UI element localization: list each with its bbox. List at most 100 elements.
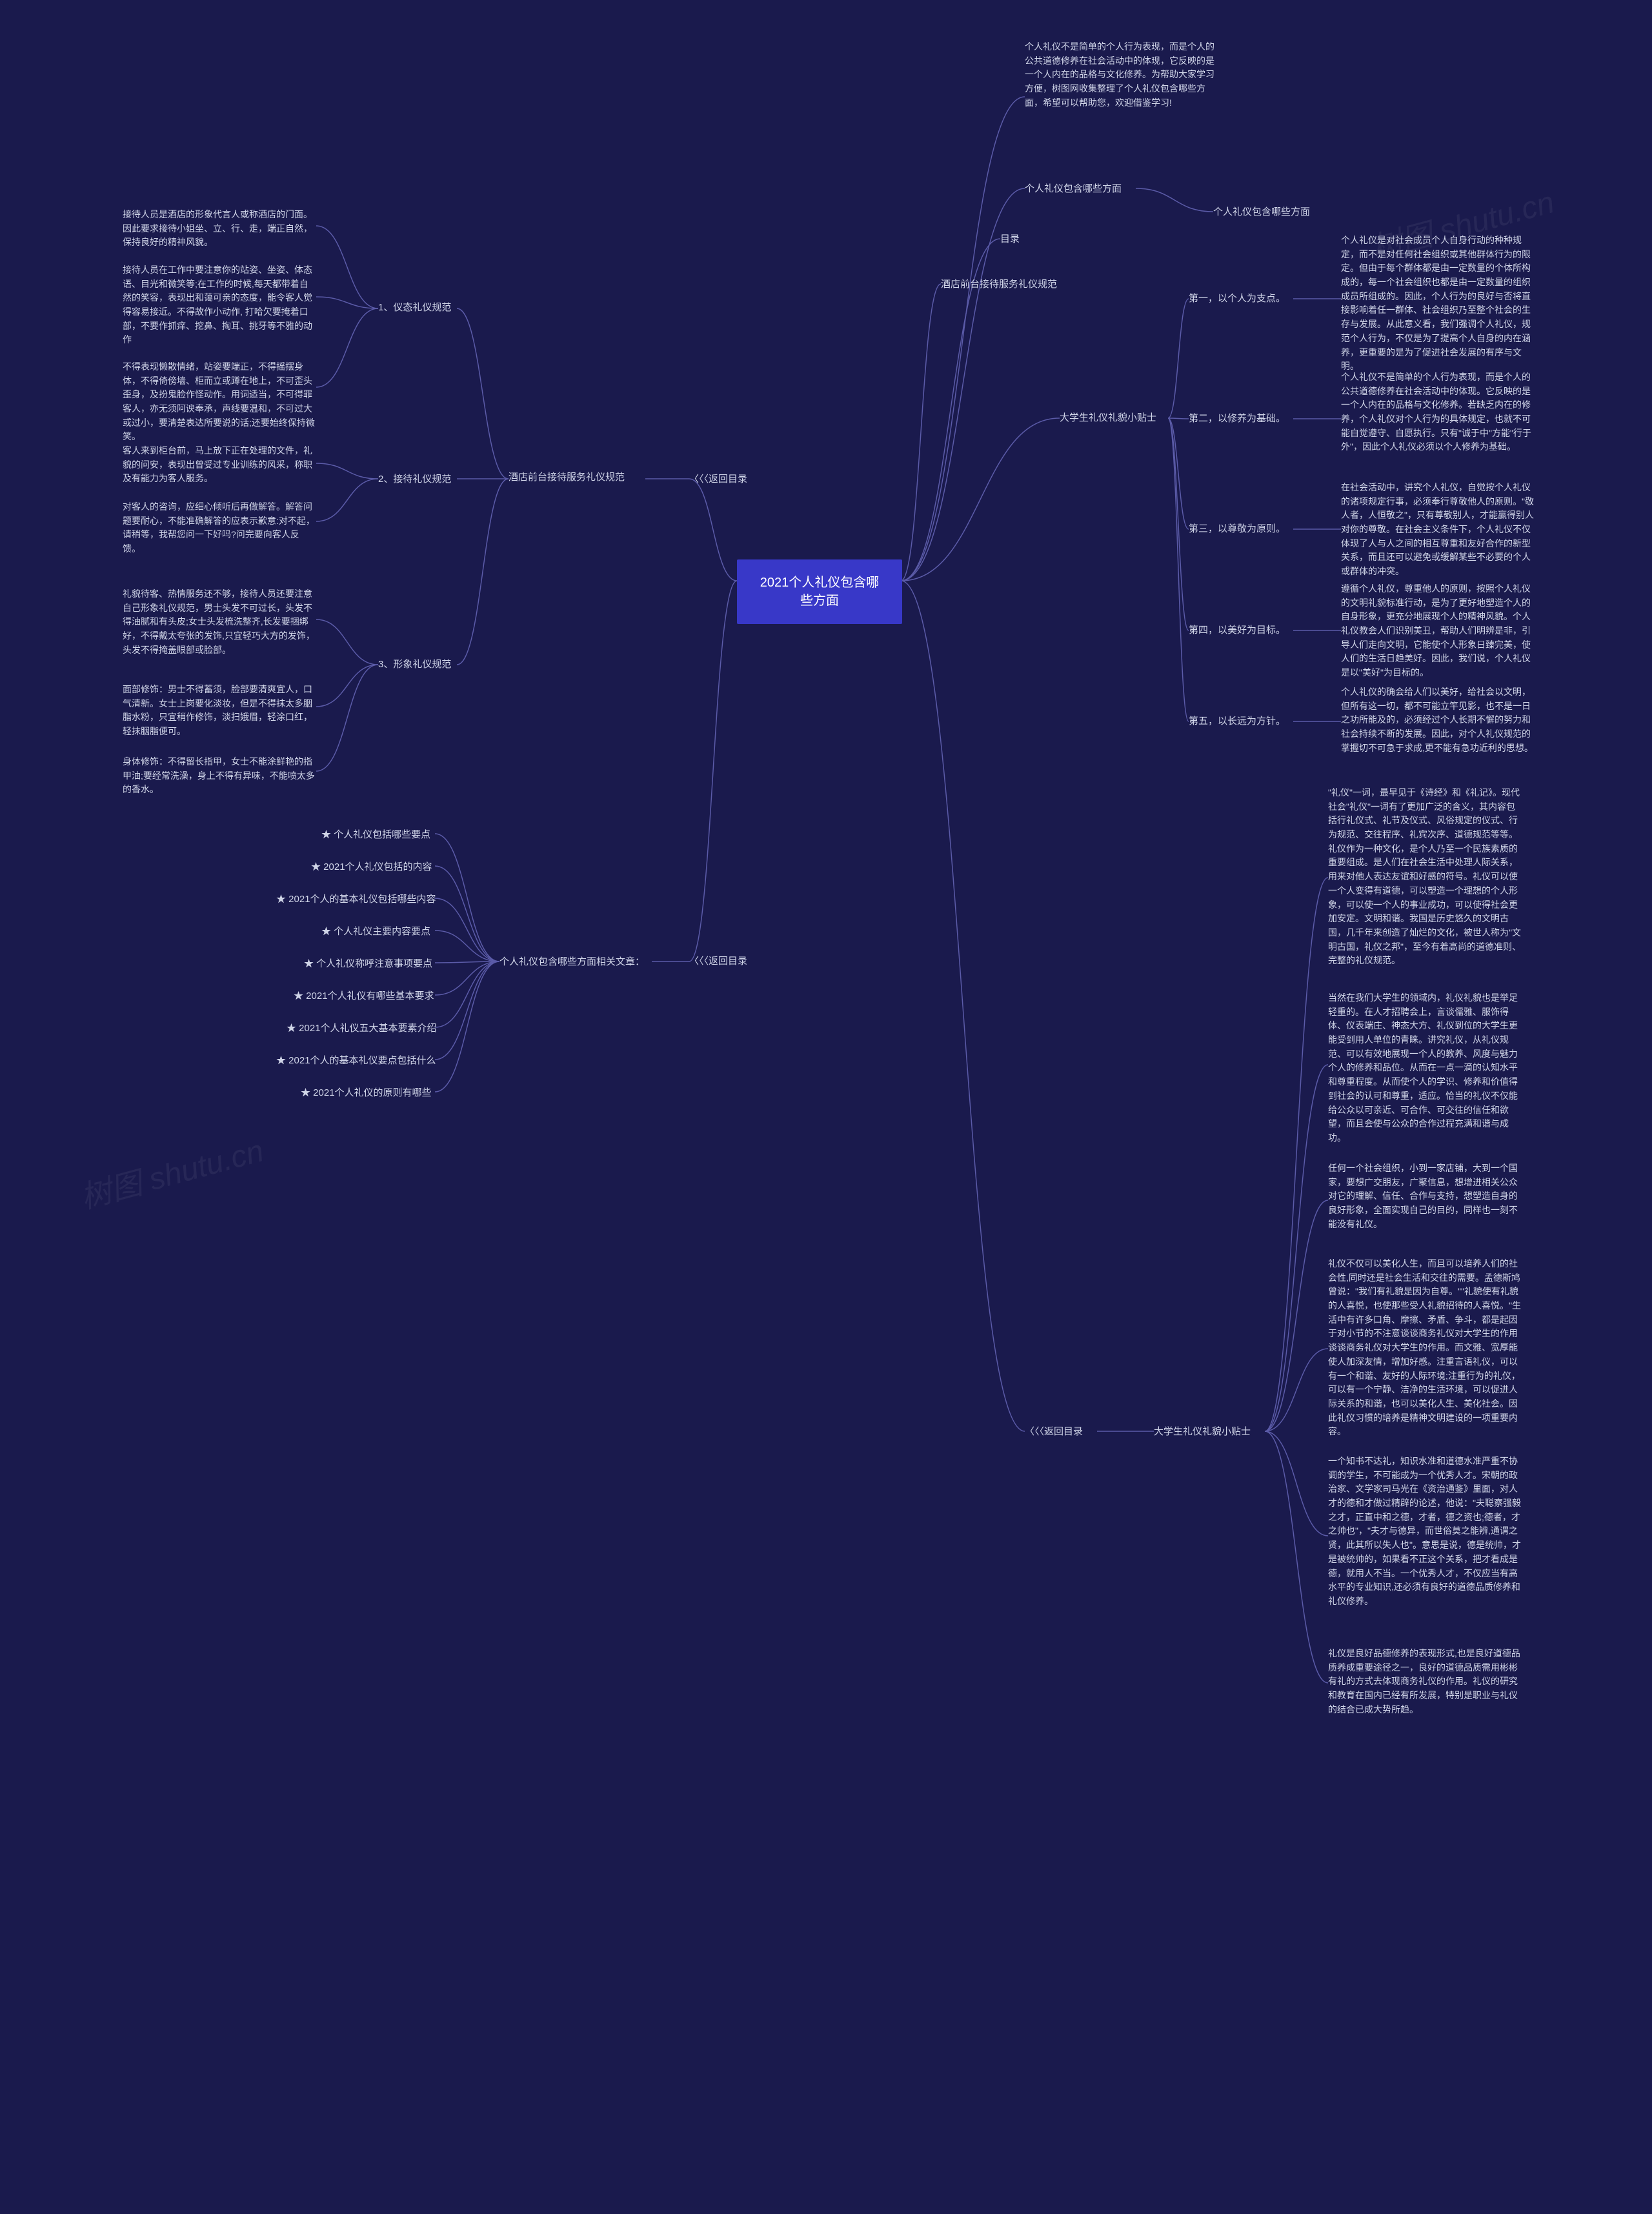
node-text: 礼仪是良好品德修养的表现形式,也是良好道德品质养成重要途径之一，良好的道德品质需… (1328, 1647, 1522, 1716)
connector (435, 866, 499, 961)
mindmap-node: 礼仪是良好品德修养的表现形式,也是良好道德品质养成重要途径之一，良好的道德品质需… (1328, 1647, 1522, 1716)
node-text: 个人礼仪包含哪些方面相关文章： (499, 954, 645, 969)
node-text: 遵循个人礼仪，尊重他人的原则，按照个人礼仪的文明礼貌标准行动，是为了更好地塑造个… (1341, 582, 1535, 680)
mindmap-node: 礼貌待客、热情服务还不够，接待人员还要注意自己形象礼仪规范，男士头发不可过长，头… (123, 587, 316, 657)
node-text: ★ 2021个人礼仪包括的内容 (311, 860, 432, 874)
mindmap-node: 客人来到柜台前，马上放下正在处理的文件，礼貌的问安，表现出曾受过专业训练的风采，… (123, 444, 316, 486)
node-text: 当然在我们大学生的领域内，礼仪礼貌也是举足轻重的。在人才招聘会上，言谈儒雅、服饰… (1328, 991, 1522, 1145)
connector (435, 834, 499, 961)
node-text: 不得表现懒散情绪，站姿要端正，不得摇摆身体，不得倚傍墙、柜而立或蹲在地上，不可歪… (123, 360, 316, 444)
center-label: 2021个人礼仪包含哪些方面 (760, 576, 880, 608)
connector (901, 418, 1060, 581)
node-text: 对客人的咨询，应细心倾听后再做解答。解答问题要耐心，不能准确解答的应表示歉意:对… (123, 500, 316, 556)
node-text: 3、形象礼仪规范 (378, 657, 451, 672)
connector (435, 961, 499, 1092)
node-text: 第二，以修养为基础。 (1189, 411, 1285, 426)
connector (316, 226, 378, 308)
node-text: ★ 2021个人礼仪五大基本要素介绍 (287, 1021, 437, 1036)
node-text: 目录 (1000, 232, 1020, 247)
mindmap-node: 个人礼仪是对社会成员个人自身行动的种种规定，而不是对任何社会组织或其他群体行为的… (1341, 234, 1535, 374)
node-text: 在社会活动中，讲究个人礼仪，自觉按个人礼仪的诸项规定行事，必须奉行尊敬他人的原则… (1341, 481, 1535, 579)
mindmap-node: 接待人员是酒店的形象代言人或称酒店的门面。因此要求接待小姐坐、立、行、走，端正自… (123, 208, 316, 250)
node-text: ★ 2021个人的基本礼仪要点包括什么 (276, 1053, 436, 1068)
node-text: 〈〈〈返回目录 (689, 954, 747, 969)
connector (689, 581, 737, 961)
node-text: 个人礼仪不是简单的个人行为表现，而是个人的公共道德修养在社会活动中的体现，它反映… (1025, 40, 1218, 110)
mindmap-node: 个人礼仪的确会给人们以美好，给社会以文明，但所有这一切，都不可能立竿见影，也不是… (1341, 685, 1535, 755)
connector (457, 308, 509, 479)
node-text: 一个知书不达礼，知识水准和道德水准严重不协调的学生，不可能成为一个优秀人才。宋朝… (1328, 1454, 1522, 1609)
mindmap-node: 面部修饰：男士不得蓄须，脸部要清爽宜人，口气清新。女士上岗要化淡妆，但是不得抹太… (123, 683, 316, 739)
connector (316, 665, 378, 707)
mindmap-node: 个人礼仪不是简单的个人行为表现，而是个人的公共道德修养在社会活动中的体现。它反映… (1341, 370, 1535, 454)
node-text: 接待人员是酒店的形象代言人或称酒店的门面。因此要求接待小姐坐、立、行、走，端正自… (123, 208, 316, 250)
connector (316, 619, 378, 665)
connector (435, 898, 499, 961)
node-text: 大学生礼仪礼貌小贴士 (1154, 1424, 1251, 1439)
connector (1168, 418, 1189, 630)
connector (1265, 878, 1328, 1431)
node-text: 〈〈〈返回目录 (689, 472, 747, 487)
node-text: 个人礼仪不是简单的个人行为表现，而是个人的公共道德修养在社会活动中的体现。它反映… (1341, 370, 1535, 454)
connector (316, 463, 378, 479)
node-text: 个人礼仪是对社会成员个人自身行动的种种规定，而不是对任何社会组织或其他群体行为的… (1341, 234, 1535, 374)
connector (1136, 188, 1213, 212)
connector (435, 961, 499, 1027)
mindmap-node: 在社会活动中，讲究个人礼仪，自觉按个人礼仪的诸项规定行事，必须奉行尊敬他人的原则… (1341, 481, 1535, 579)
node-text: 个人礼仪包含哪些方面 (1025, 181, 1122, 196)
node-text: 任何一个社会组织，小到一家店铺，大到一个国家，要想广交朋友，广聚信息，想增进相关… (1328, 1162, 1522, 1231)
mindmap-node: "礼仪"一词，最早见于《诗经》和《礼记》。现代社会"礼仪"一词有了更加广泛的含义… (1328, 786, 1522, 968)
connector (901, 97, 1025, 581)
mindmap-node: 礼仪不仅可以美化人生，而且可以培养人们的社会性,同时还是社会生活和交往的需要。孟… (1328, 1257, 1522, 1439)
connector (1168, 418, 1189, 721)
connector (901, 188, 1025, 581)
connector (316, 308, 378, 387)
node-text: ★ 2021个人的基本礼仪包括哪些内容 (276, 892, 436, 907)
node-text: "礼仪"一词，最早见于《诗经》和《礼记》。现代社会"礼仪"一词有了更加广泛的含义… (1328, 786, 1522, 968)
mindmap-node: 一个知书不达礼，知识水准和道德水准严重不协调的学生，不可能成为一个优秀人才。宋朝… (1328, 1454, 1522, 1609)
connector (435, 961, 499, 1060)
connector (435, 961, 499, 963)
node-text: 礼貌待客、热情服务还不够，接待人员还要注意自己形象礼仪规范，男士头发不可过长，头… (123, 587, 316, 657)
node-text: 接待人员在工作中要注意你的站姿、坐姿、体态语、目光和微笑等;在工作的时候,每天都… (123, 263, 316, 347)
node-text: 个人礼仪的确会给人们以美好，给社会以文明，但所有这一切，都不可能立竿见影，也不是… (1341, 685, 1535, 755)
connector (1265, 1349, 1328, 1431)
node-text: ★ 个人礼仪主要内容要点 (321, 924, 430, 939)
node-text: ★ 个人礼仪包括哪些要点 (321, 827, 430, 842)
node-text: 第一，以个人为支点。 (1189, 291, 1285, 306)
node-text: 面部修饰：男士不得蓄须，脸部要清爽宜人，口气清新。女士上岗要化淡妆，但是不得抹太… (123, 683, 316, 739)
connector (1168, 418, 1189, 419)
mindmap-node: 不得表现懒散情绪，站姿要端正，不得摇摆身体，不得倚傍墙、柜而立或蹲在地上，不可歪… (123, 360, 316, 444)
connector (1265, 1431, 1328, 1536)
node-text: 客人来到柜台前，马上放下正在处理的文件，礼貌的问安，表现出曾受过专业训练的风采，… (123, 444, 316, 486)
node-text: 第四，以美好为目标。 (1189, 623, 1285, 638)
connector (316, 665, 378, 771)
node-text: 第三，以尊敬为原则。 (1189, 521, 1285, 536)
mindmap-node: 任何一个社会组织，小到一家店铺，大到一个国家，要想广交朋友，广聚信息，想增进相关… (1328, 1162, 1522, 1231)
mindmap-node: 个人礼仪不是简单的个人行为表现，而是个人的公共道德修养在社会活动中的体现，它反映… (1025, 40, 1218, 110)
mindmap-node: 对客人的咨询，应细心倾听后再做解答。解答问题要耐心，不能准确解答的应表示歉意:对… (123, 500, 316, 556)
node-text: ★ 个人礼仪称呼注意事项要点 (304, 956, 432, 971)
node-text: ★ 2021个人礼仪的原则有哪些 (301, 1085, 432, 1100)
connector (435, 931, 499, 961)
node-text: 1、仪态礼仪规范 (378, 300, 451, 315)
node-text: 酒店前台接待服务礼仪规范 (509, 470, 625, 485)
connector (1168, 299, 1189, 418)
connector (1265, 1200, 1328, 1431)
node-text: 礼仪不仅可以美化人生，而且可以培养人们的社会性,同时还是社会生活和交往的需要。孟… (1328, 1257, 1522, 1439)
connector (1265, 1431, 1328, 1683)
node-text: 酒店前台接待服务礼仪规范 (941, 277, 1057, 292)
node-text: 个人礼仪包含哪些方面 (1213, 205, 1310, 219)
connector (689, 479, 737, 581)
connector (901, 284, 941, 581)
node-text: 〈〈〈返回目录 (1025, 1424, 1083, 1439)
connector (1168, 418, 1189, 529)
mindmap-node: 遵循个人礼仪，尊重他人的原则，按照个人礼仪的文明礼貌标准行动，是为了更好地塑造个… (1341, 582, 1535, 680)
node-text: 2、接待礼仪规范 (378, 472, 451, 487)
mindmap-node: 身体修饰：不得留长指甲，女士不能涂鲜艳的指甲油;要经常洗澡，身上不得有异味，不能… (123, 755, 316, 797)
node-text: 身体修饰：不得留长指甲，女士不能涂鲜艳的指甲油;要经常洗澡，身上不得有异味，不能… (123, 755, 316, 797)
connector (901, 581, 1025, 1431)
connector (316, 479, 378, 521)
node-text: ★ 2021个人礼仪有哪些基本要求 (294, 989, 434, 1003)
watermark: 树图 shutu.cn (75, 1125, 268, 1218)
